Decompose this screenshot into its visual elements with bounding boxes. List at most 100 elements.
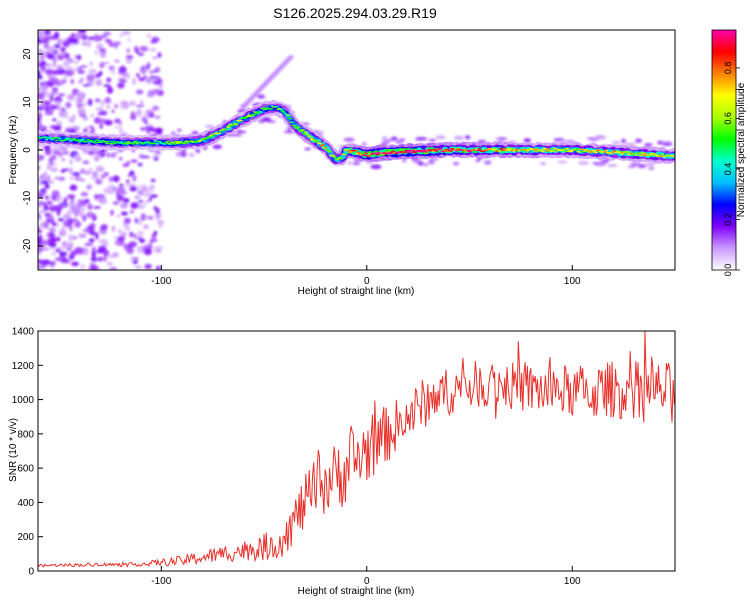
- spectrogram-noise-blob: [121, 132, 129, 136]
- spectrogram-noise-blob: [46, 179, 52, 182]
- snr-x-tick-label: 0: [364, 576, 370, 587]
- spectrogram-noise-blob: [630, 161, 641, 167]
- spectrogram-noise-blob: [136, 185, 144, 190]
- spectrogram-noise-blob: [119, 202, 129, 209]
- spectrogram-noise-blob: [92, 206, 102, 209]
- spectrogram-cell: [493, 148, 498, 151]
- spectrogram-noise-blob: [54, 176, 60, 180]
- spectrogram-noise-blob: [87, 150, 95, 156]
- spectrogram-noise-blob: [99, 154, 105, 158]
- spectrogram-noise-blob: [130, 202, 139, 209]
- spectrogram-noise-blob: [158, 85, 163, 89]
- spectrogram-noise-blob: [136, 73, 140, 78]
- spectrogram-noise-blob: [62, 243, 69, 249]
- spectrogram-noise-blob: [38, 209, 47, 213]
- spectrogram-cell: [388, 152, 393, 155]
- spectrogram-x-tick-label: 100: [564, 276, 581, 287]
- spectrogram-cell: [477, 148, 482, 150]
- spectrogram-noise-blob: [643, 143, 654, 147]
- spectrogram-cell: [604, 149, 609, 152]
- spectrogram-noise-blob: [68, 167, 74, 175]
- spectrogram-noise-blob: [52, 118, 57, 122]
- spectrogram-noise-blob: [93, 155, 100, 162]
- spectrogram-cell: [146, 141, 151, 143]
- spectrogram-noise-blob: [117, 78, 126, 81]
- spectrogram-cell: [274, 105, 279, 108]
- spectrogram-noise-blob: [38, 74, 43, 80]
- spectrogram-cell: [642, 152, 647, 155]
- spectrogram-noise-blob: [128, 101, 137, 107]
- spectrogram-cell: [89, 139, 94, 142]
- spectrogram-cell: [339, 157, 344, 160]
- spectrogram-noise-blob: [116, 194, 125, 202]
- spectrogram-noise-blob: [70, 33, 76, 38]
- spectrogram-noise-blob: [103, 31, 111, 36]
- spectrogram-noise-blob: [148, 75, 157, 79]
- spectrogram-noise-blob: [49, 77, 58, 83]
- spectrogram-noise-blob: [60, 79, 67, 84]
- spectrogram-cell: [67, 137, 72, 140]
- spectrogram-noise-blob: [49, 162, 54, 166]
- spectrogram-noise-blob: [523, 138, 531, 143]
- spectrogram-noise-blob: [126, 48, 131, 54]
- spectrogram-noise-blob: [77, 69, 86, 75]
- spectrogram-noise-blob: [67, 218, 75, 224]
- spectrogram-noise-blob: [79, 205, 86, 213]
- spectrogram-noise-blob: [137, 200, 144, 203]
- spectrogram-noise-blob: [38, 62, 41, 65]
- spectrogram-noise-blob: [113, 125, 122, 129]
- spectrogram-noise-blob: [362, 141, 367, 147]
- spectrogram-noise-blob: [77, 199, 87, 203]
- spectrogram-noise-blob: [46, 45, 56, 53]
- spectrogram-noise-blob: [88, 68, 97, 75]
- spectrogram-noise-blob: [150, 186, 155, 193]
- spectrogram-noise-blob: [126, 160, 131, 165]
- spectrogram-cell: [420, 149, 425, 152]
- spectrogram-noise-blob: [137, 52, 145, 56]
- spectrogram-noise-blob: [63, 197, 68, 203]
- spectrogram-noise-blob: [112, 201, 120, 205]
- spectrogram-noise-blob: [57, 93, 66, 97]
- spectrogram-noise-blob: [113, 236, 119, 239]
- spectrogram-noise-blob: [118, 127, 123, 135]
- spectrogram-x-tick-label: -100: [151, 276, 171, 287]
- spectrogram-noise-blob: [52, 221, 57, 226]
- spectrogram-noise-blob: [136, 230, 144, 237]
- spectrogram-noise-blob: [120, 65, 126, 70]
- spectrogram-noise-blob: [635, 138, 643, 143]
- spectrogram-noise-blob: [52, 70, 60, 73]
- spectrogram-noise-blob: [75, 91, 84, 99]
- spectrogram-noise-blob: [56, 198, 61, 202]
- spectrogram-noise-blob: [112, 252, 119, 258]
- spectrogram-noise-blob: [149, 128, 160, 132]
- snr-x-tick-label: 100: [564, 576, 581, 587]
- spectrogram-noise-blob: [89, 61, 93, 66]
- spectrogram-cell: [448, 150, 453, 152]
- spectrogram-cell: [168, 143, 173, 146]
- spectrogram-noise-blob: [262, 117, 272, 122]
- spectrogram-noise-blob: [103, 61, 110, 65]
- spectrogram-noise-blob: [142, 224, 149, 230]
- spectrogram-noise-blob: [137, 218, 142, 226]
- spectrogram-noise-blob: [59, 251, 68, 257]
- spectrogram-noise-blob: [129, 210, 134, 214]
- spectrogram-noise-blob: [111, 68, 115, 75]
- spectrogram-noise-blob: [118, 33, 124, 38]
- spectrogram-noise-blob: [95, 165, 105, 173]
- spectrogram-noise-blob: [97, 256, 103, 262]
- spectrogram-noise-blob: [54, 82, 64, 86]
- spectrogram-noise-blob: [154, 212, 162, 220]
- snr-x-axis-label: Height of straight line (km): [298, 586, 415, 597]
- spectrogram-noise-blob: [86, 74, 95, 82]
- spectrogram-cell: [158, 141, 163, 143]
- spectrogram-noise-blob: [49, 124, 62, 130]
- spectrogram-noise-blob: [42, 40, 47, 44]
- spectrogram-cell: [366, 155, 371, 157]
- spectrogram-noise-blob: [74, 246, 84, 255]
- spectrogram-cell: [300, 129, 305, 131]
- spectrogram-cell: [323, 147, 328, 149]
- spectrogram-noise-blob: [80, 211, 84, 219]
- spectrogram-noise-blob: [136, 50, 140, 54]
- spectrogram-noise-blob: [592, 162, 599, 165]
